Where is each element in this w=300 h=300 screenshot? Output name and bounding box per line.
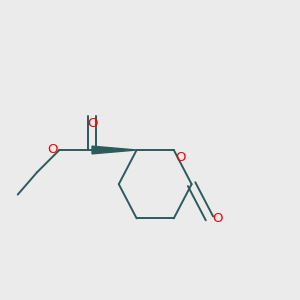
Polygon shape (92, 146, 136, 154)
Text: O: O (47, 143, 58, 156)
Text: O: O (212, 212, 222, 225)
Text: O: O (175, 151, 186, 164)
Text: O: O (87, 117, 97, 130)
